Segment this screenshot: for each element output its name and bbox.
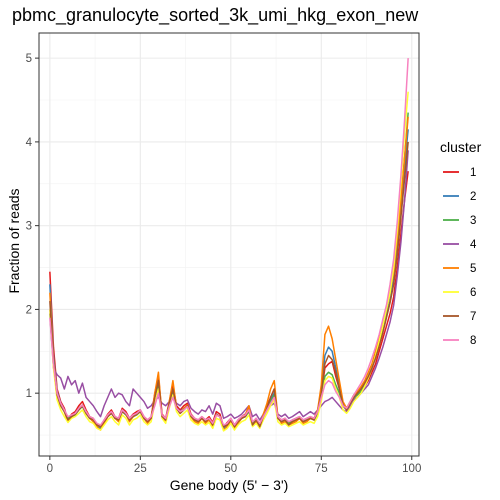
x-axis-title: Gene body (5' − 3') <box>170 477 289 493</box>
legend-title: cluster <box>440 139 482 155</box>
legend-label-6: 6 <box>470 287 476 299</box>
series-line-4 <box>49 150 409 421</box>
x-tick-label: 25 <box>134 463 147 475</box>
plot-border <box>38 32 420 457</box>
plot-panel <box>39 33 419 456</box>
y-tick-label: 3 <box>26 221 32 233</box>
x-tick-label: 50 <box>224 463 237 475</box>
legend-label-4: 4 <box>470 239 477 251</box>
legend-label-8: 8 <box>470 335 476 347</box>
x-tick-label: 100 <box>402 463 421 475</box>
legend-label-1: 1 <box>470 167 476 179</box>
y-tick-label: 5 <box>26 53 32 65</box>
series-line-8 <box>49 58 409 426</box>
y-axis-title: Fraction of reads <box>6 188 22 293</box>
x-tick-label: 0 <box>47 463 53 475</box>
legend-label-5: 5 <box>470 263 476 275</box>
series-line-6 <box>49 91 409 432</box>
y-tick-label: 4 <box>26 137 33 149</box>
legend: cluster 1 2 3 4 5 6 7 8 <box>440 139 482 347</box>
chart-title: pbmc_granulocyte_sorted_3k_umi_hkg_exon_… <box>12 5 419 26</box>
x-tick-label: 75 <box>315 463 328 475</box>
legend-label-7: 7 <box>470 311 476 323</box>
legend-label-2: 2 <box>470 191 476 203</box>
legend-label-3: 3 <box>470 215 476 227</box>
y-tick-label: 1 <box>26 388 32 400</box>
series-line-7 <box>49 141 409 428</box>
y-tick-label: 2 <box>26 304 32 316</box>
